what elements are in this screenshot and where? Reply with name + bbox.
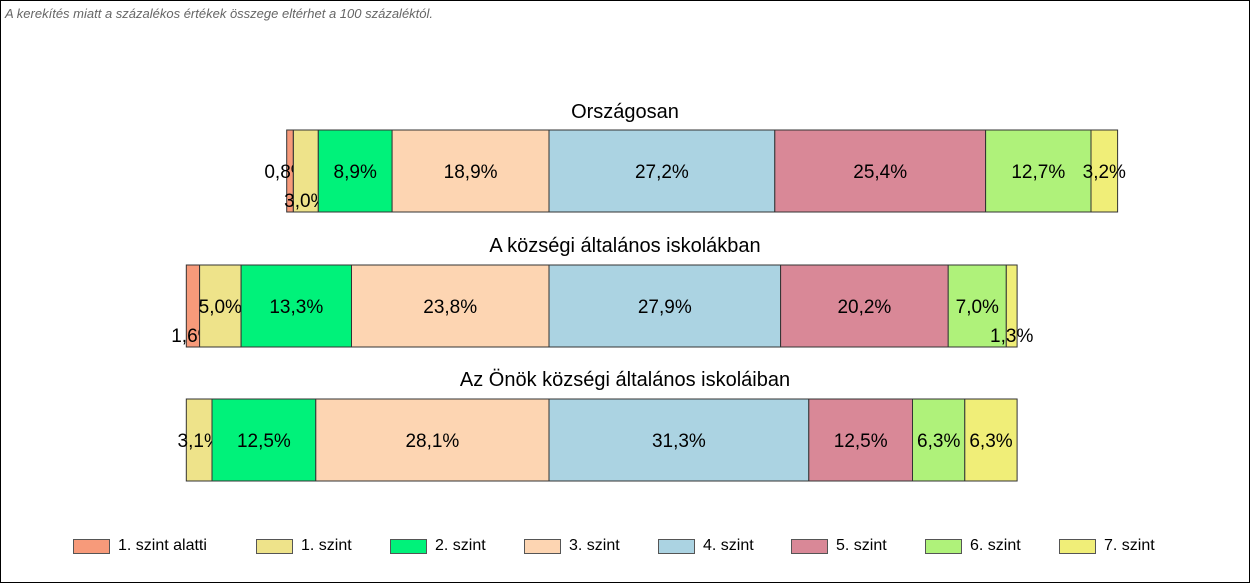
data-label: 6,3% (969, 431, 1012, 452)
bar-segment (211, 398, 317, 482)
legend-swatch (390, 538, 427, 554)
legend-item: 7. szint (1059, 531, 1155, 561)
legend-label: 2. szint (435, 537, 486, 554)
legend-swatch (925, 538, 962, 554)
legend-item: 3. szint (524, 531, 620, 561)
legend-label: 5. szint (836, 537, 887, 554)
bar-segment (315, 398, 550, 482)
legend-label: 6. szint (970, 537, 1021, 554)
legend-swatch (73, 538, 110, 554)
legend-item: 1. szint (256, 531, 352, 561)
data-label: 23,8% (423, 297, 477, 318)
bar-segment (774, 129, 987, 213)
bar-segment (240, 264, 353, 348)
data-label: 3,1% (178, 431, 221, 452)
legend-item: 2. szint (390, 531, 486, 561)
group-title: Országosan (571, 101, 679, 123)
legend-label: 1. szint (301, 537, 352, 554)
bar-segment (985, 129, 1092, 213)
data-label: 3,2% (1083, 162, 1126, 183)
bar-segment (548, 264, 782, 348)
legend-label: 1. szint alatti (118, 537, 207, 554)
bar-segment (1005, 264, 1018, 348)
bar-segment (548, 129, 776, 213)
data-label: 7,0% (956, 297, 999, 318)
bar-segment (317, 129, 393, 213)
group-title: A községi általános iskolákban (489, 235, 760, 257)
group-title: Az Önök községi általános iskoláiban (460, 369, 790, 391)
legend-item: 1. szint alatti (73, 531, 207, 561)
bar-segment (964, 398, 1018, 482)
data-label: 12,7% (1011, 162, 1065, 183)
bar-segment (947, 264, 1007, 348)
legend-item: 5. szint (791, 531, 887, 561)
data-label: 20,2% (837, 297, 891, 318)
data-label: 13,3% (269, 297, 323, 318)
data-label: 28,1% (405, 431, 459, 452)
legend-swatch (1059, 538, 1096, 554)
legend-swatch (256, 538, 293, 554)
data-label: 27,9% (638, 297, 692, 318)
legend-swatch (658, 538, 695, 554)
legend-item: 6. szint (925, 531, 1021, 561)
bar-segment (185, 398, 213, 482)
data-label: 1,3% (990, 326, 1033, 347)
bar-segment (199, 264, 242, 348)
bar-segment (1090, 129, 1119, 213)
bar-segment (292, 129, 319, 213)
data-label: 25,4% (853, 162, 907, 183)
data-label: 12,5% (237, 431, 291, 452)
data-label: 6,3% (917, 431, 960, 452)
data-label: 5,0% (199, 297, 242, 318)
legend-label: 4. szint (703, 537, 754, 554)
rounding-note: A kerekítés miatt a százalékos értékek ö… (5, 6, 434, 21)
data-label: 27,2% (635, 162, 689, 183)
data-label: 18,9% (444, 162, 498, 183)
bar-segment (912, 398, 966, 482)
legend-label: 7. szint (1104, 537, 1155, 554)
bar-segment (780, 264, 949, 348)
data-label: 8,9% (334, 162, 377, 183)
legend: 1. szint alatti 1. szint 2. szint 3. szint 4… (1, 531, 1249, 561)
legend-item: 4. szint (658, 531, 754, 561)
data-label: 3,0% (284, 191, 327, 212)
legend-label: 3. szint (569, 537, 620, 554)
legend-swatch (791, 538, 828, 554)
data-label: 31,3% (652, 431, 706, 452)
bar-segment (351, 264, 550, 348)
legend-swatch (524, 538, 561, 554)
data-label: 12,5% (834, 431, 888, 452)
bar-segment (391, 129, 550, 213)
